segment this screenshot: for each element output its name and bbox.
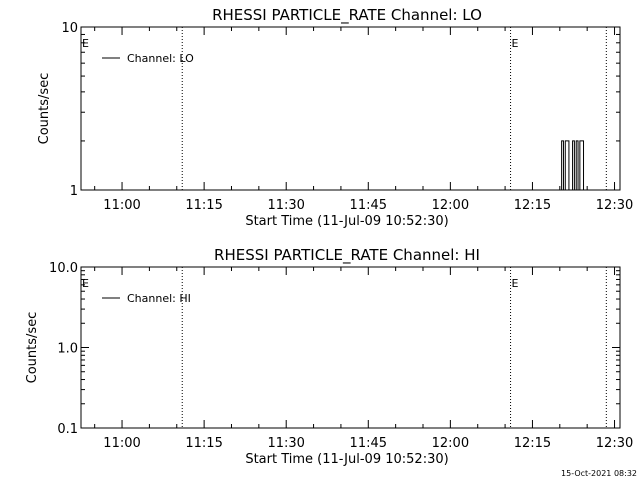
event-flag-label: E [512,37,519,50]
legend: Channel: HI [102,292,191,305]
y-tick-label: 10.0 [49,261,78,276]
chart-title: RHESSI PARTICLE_RATE Channel: LO [212,6,482,25]
x-tick-label: 12:00 [432,198,469,213]
x-axis-label: Start Time (11-Jul-09 10:52:30) [245,452,448,467]
x-tick-label: 11:30 [267,436,304,451]
legend: Channel: LO [102,52,194,65]
x-tick-label: 11:00 [103,436,140,451]
x-tick-label: 12:15 [514,436,551,451]
generation-timestamp: 15-Oct-2021 08:32 [561,469,637,478]
plot-frame [80,26,621,191]
x-tick-label: 12:00 [432,436,469,451]
chart-title: RHESSI PARTICLE_RATE Channel: HI [214,246,480,265]
plot-frame [80,266,621,429]
legend-label: Channel: HI [127,292,191,305]
y-tick-label: 1 [70,184,78,199]
x-tick-label: 11:00 [103,198,140,213]
x-tick-label: 11:45 [350,198,387,213]
y-axis-label: Counts/sec [37,73,52,145]
y-tick-label: 0.1 [57,422,78,437]
y-axis-label: Counts/sec [25,312,40,384]
x-tick-label: 11:15 [185,436,222,451]
x-tick-label: 12:30 [596,436,633,451]
x-tick-label: 12:15 [514,198,551,213]
x-tick-label: 12:30 [596,198,633,213]
x-tick-label: 11:30 [267,198,304,213]
x-tick-label: 11:15 [185,198,222,213]
y-tick-label: 10 [61,21,78,36]
event-flag-label: E [82,277,89,290]
chart-panel-hi: RHESSI PARTICLE_RATE Channel: HI Counts/… [25,246,633,467]
legend-label: Channel: LO [127,52,194,65]
x-tick-label: 11:45 [350,436,387,451]
event-flag-label: E [512,277,519,290]
x-axis-label: Start Time (11-Jul-09 10:52:30) [245,214,448,229]
y-tick-label: 1.0 [57,342,78,357]
chart-panel-lo: RHESSI PARTICLE_RATE Channel: LO Counts/… [37,6,633,229]
event-flag-label: E [82,37,89,50]
